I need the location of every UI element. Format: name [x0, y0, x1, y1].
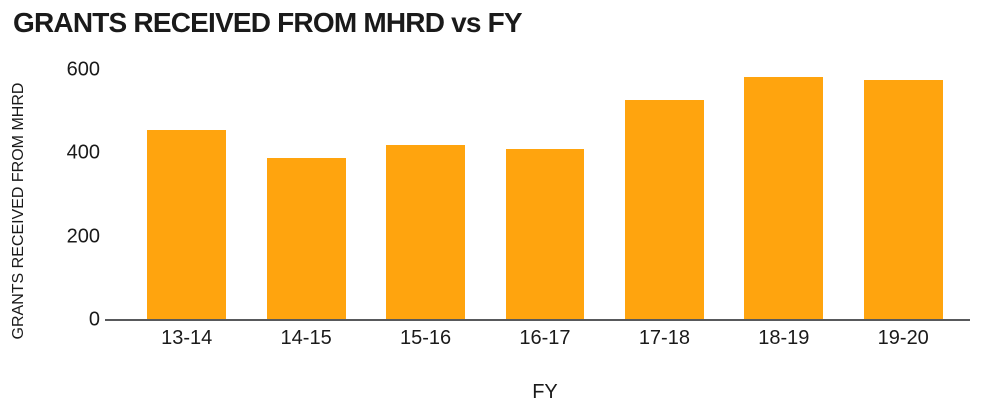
x-tick-15-16: 15-16	[399, 327, 452, 349]
x-axis-line	[105, 319, 970, 321]
bar-slot-19-20	[844, 70, 963, 320]
x-tick-19-20: 19-20	[877, 327, 929, 349]
plot-area	[127, 70, 963, 320]
bar-13-14	[147, 130, 227, 320]
bar-18-19	[744, 77, 824, 320]
y-tick-0: 0	[88, 308, 100, 331]
bar-slot-16-17	[485, 70, 604, 320]
bar-slot-15-16	[366, 70, 485, 320]
x-tick-18-19: 18-19	[758, 327, 810, 349]
x-tick-17-18: 17-18	[638, 327, 690, 349]
bar-19-20	[863, 79, 943, 320]
bar-slot-18-19	[724, 70, 843, 320]
y-axis-title: GRANTS RECEIVED FROM MHRD	[10, 82, 27, 340]
x-axis-title: FY	[532, 381, 558, 403]
y-tick-600: 600	[66, 58, 100, 81]
bar-slot-17-18	[605, 70, 724, 320]
bar-17-18	[624, 100, 704, 320]
bar-15-16	[386, 145, 465, 320]
x-tick-14-15: 14-15	[280, 327, 332, 349]
chart-title: GRANTS RECEIVED FROM MHRD vs FY	[13, 7, 523, 38]
bar-slot-13-14	[127, 70, 246, 320]
bar-slot-14-15	[246, 70, 365, 320]
x-axis-tick-labels: 13-14 14-15 15-16 16-17 17-18 18-19 19-20	[127, 327, 963, 350]
y-tick-200: 200	[66, 225, 100, 248]
x-tick-16-17: 16-17	[519, 327, 571, 349]
bar-16-17	[505, 149, 585, 320]
x-tick-13-14: 13-14	[161, 327, 213, 349]
y-tick-400: 400	[66, 141, 100, 164]
bar-14-15	[266, 157, 346, 320]
